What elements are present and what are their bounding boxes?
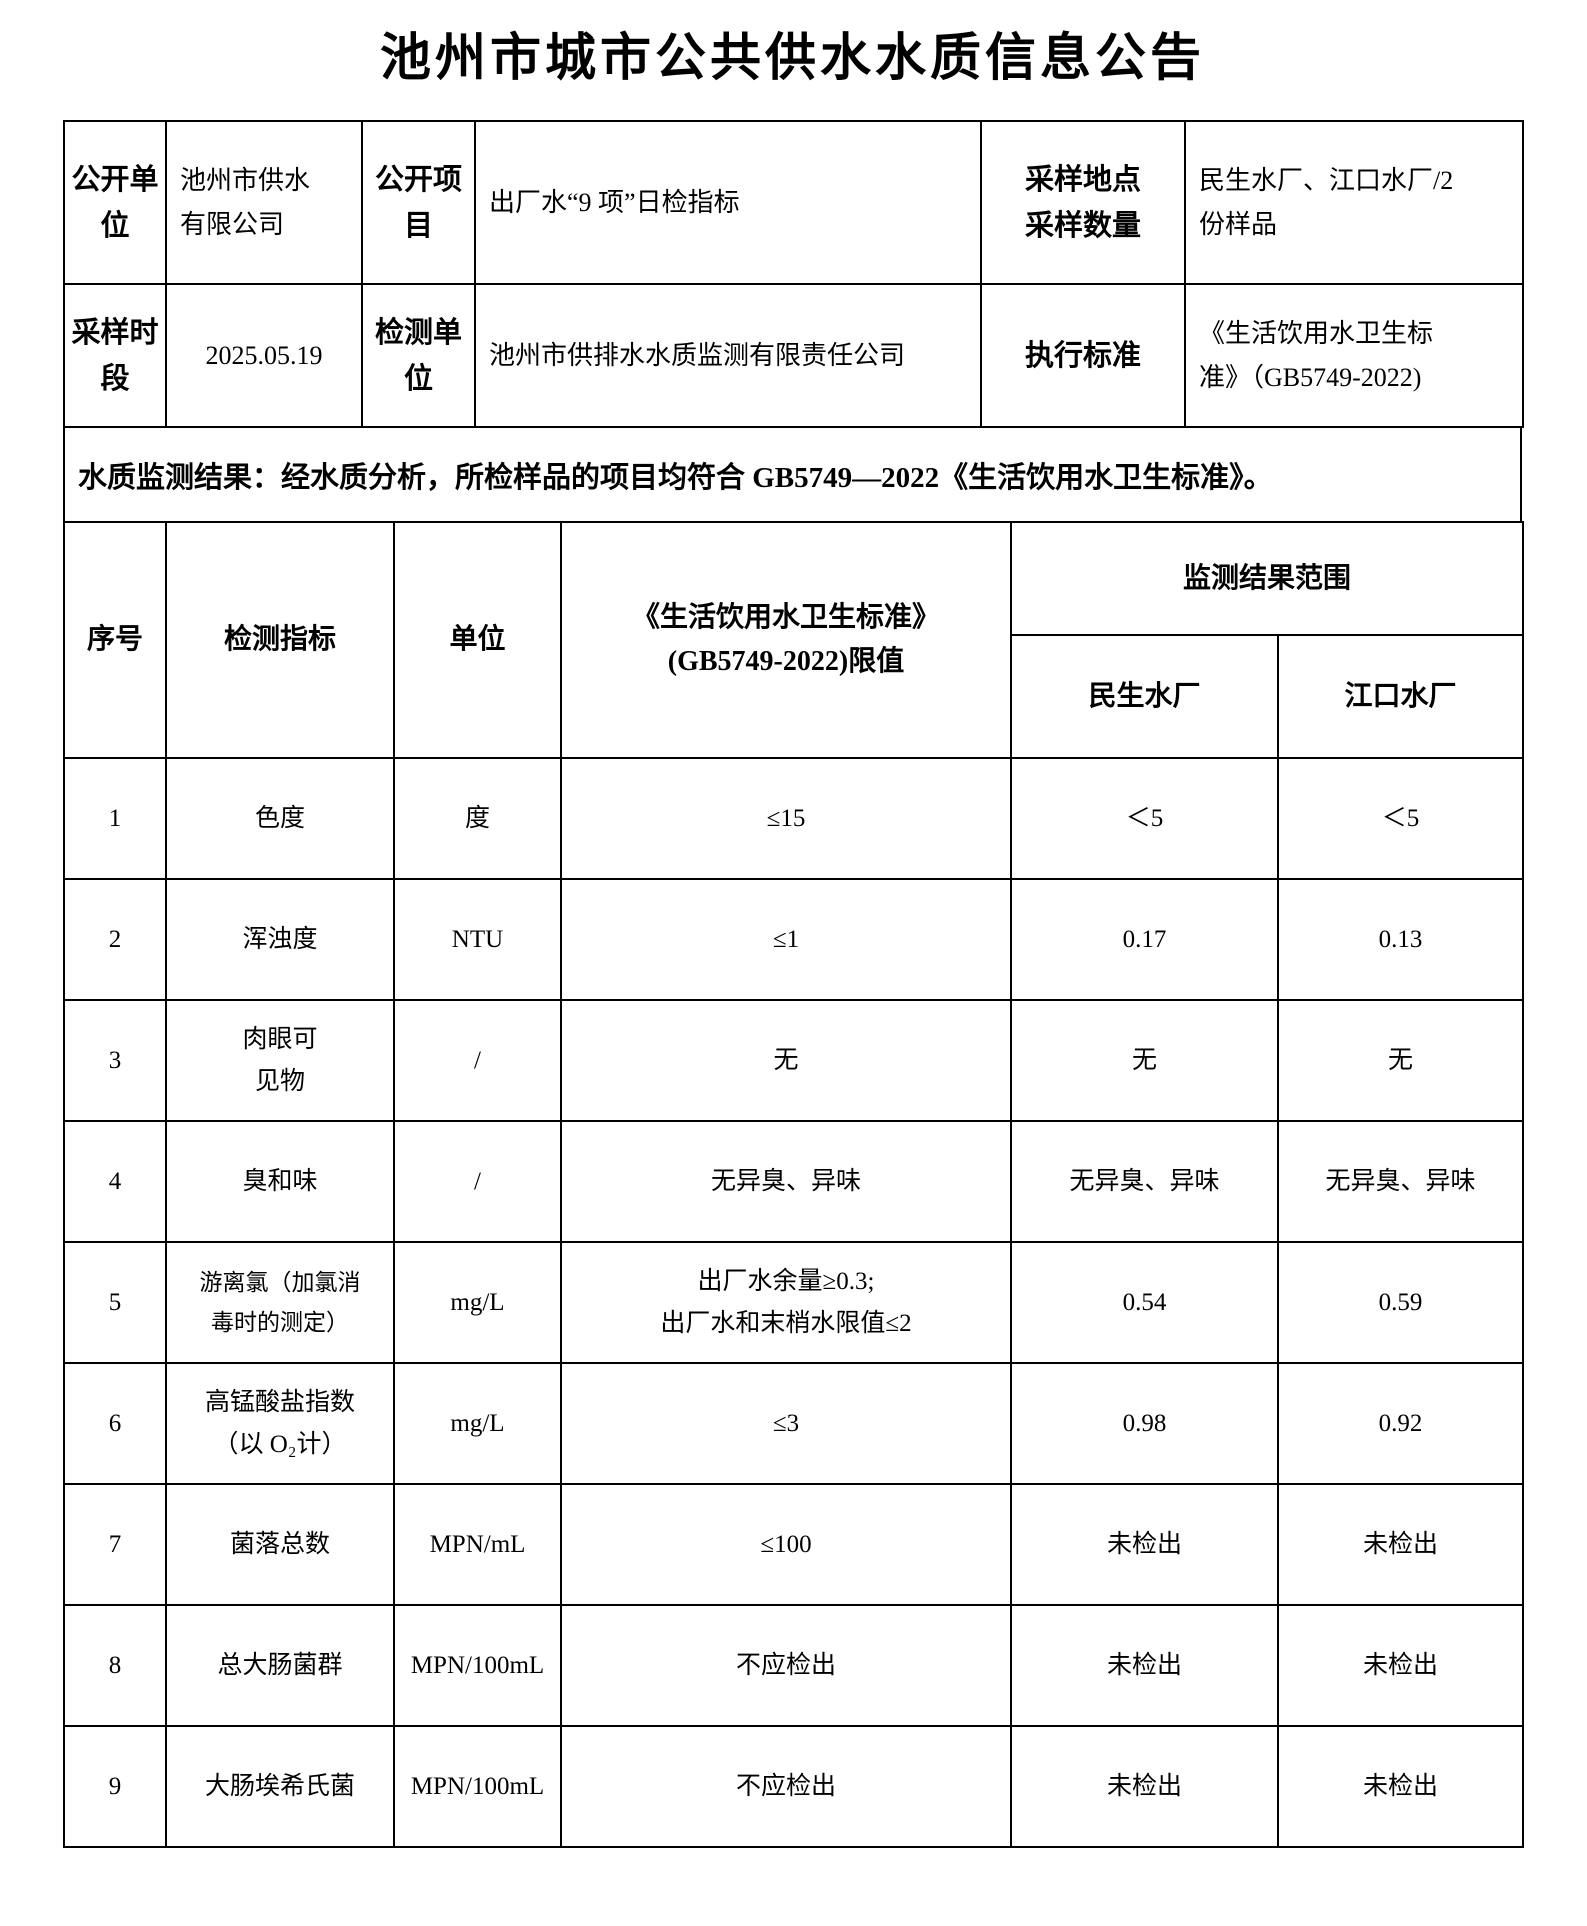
cell-jiangkou-result: 未检出	[1276, 1604, 1525, 1727]
cell-jiangkou-result: 0.59	[1276, 1241, 1525, 1364]
cell-minsheng-result: 无	[1010, 999, 1279, 1122]
cell-unit: MPN/mL	[393, 1483, 562, 1606]
col-header-limit: 《生活饮用水卫生标准》 (GB5749-2022)限值	[560, 521, 1012, 759]
col-header-minsheng-plant: 民生水厂	[1010, 634, 1279, 759]
table-row: 1 色度 度 ≤15 ＜5 ＜5	[63, 757, 1525, 880]
info-row-1: 公开单位 池州市供水 有限公司 公开项目 出厂水“9 项”日检指标 采样地点 采…	[63, 120, 1524, 285]
cell-minsheng-result: 0.98	[1010, 1362, 1279, 1485]
table-row: 9 大肠埃希氏菌 MPN/100mL 不应检出 未检出 未检出	[63, 1725, 1525, 1848]
cell-indicator: 高锰酸盐指数 （以 O₂计）	[165, 1362, 395, 1485]
info-row-2: 采样时段 2025.05.19 检测单位 池州市供排水水质监测有限责任公司 执行…	[63, 283, 1524, 428]
table-row: 2 浑浊度 NTU ≤1 0.17 0.13	[63, 878, 1525, 1001]
cell-no: 2	[63, 878, 167, 1001]
cell-minsheng-result: 未检出	[1010, 1604, 1279, 1727]
cell-jiangkou-result: 无	[1276, 999, 1525, 1122]
monitoring-result-statement: 水质监测结果：经水质分析，所检样品的项目均符合 GB5749—2022《生活饮用…	[63, 426, 1522, 523]
value-sampling-location-quantity: 民生水厂、江口水厂/2 份样品	[1184, 120, 1524, 285]
announcement-document: 池州市城市公共供水水质信息公告 公开单位 池州市供水 有限公司 公开项目 出厂水…	[63, 31, 1525, 1848]
value-sampling-period: 2025.05.19	[165, 283, 363, 428]
cell-jiangkou-result: 0.13	[1276, 878, 1525, 1001]
cell-jiangkou-result: ＜5	[1276, 757, 1525, 880]
cell-minsheng-result: 未检出	[1010, 1483, 1279, 1606]
table-row: 6 高锰酸盐指数 （以 O₂计） mg/L ≤3 0.98 0.92	[63, 1362, 1525, 1485]
cell-minsheng-result: 0.54	[1010, 1241, 1279, 1364]
results-table: 序号 检测指标 单位 《生活饮用水卫生标准》 (GB5749-2022)限值 监…	[63, 521, 1525, 1848]
cell-indicator: 游离氯（加氯消 毒时的测定）	[165, 1241, 395, 1364]
col-header-result-range: 监测结果范围	[1009, 521, 1525, 636]
cell-indicator: 菌落总数	[165, 1483, 395, 1606]
cell-jiangkou-result: 无异臭、异味	[1276, 1120, 1525, 1243]
cell-no: 6	[63, 1362, 167, 1485]
value-public-unit: 池州市供水 有限公司	[165, 120, 363, 285]
cell-unit: mg/L	[393, 1362, 562, 1485]
col-header-jiangkou-plant: 江口水厂	[1276, 634, 1525, 759]
label-sampling-location-quantity: 采样地点 采样数量	[980, 120, 1186, 285]
label-testing-agency: 检测单位	[361, 283, 476, 428]
cell-limit: 不应检出	[560, 1725, 1012, 1848]
info-table: 公开单位 池州市供水 有限公司 公开项目 出厂水“9 项”日检指标 采样地点 采…	[63, 120, 1524, 428]
cell-indicator: 浑浊度	[165, 878, 395, 1001]
cell-indicator: 大肠埃希氏菌	[165, 1725, 395, 1848]
table-row: 7 菌落总数 MPN/mL ≤100 未检出 未检出	[63, 1483, 1525, 1606]
label-sampling-period: 采样时段	[63, 283, 167, 428]
label-executive-standard: 执行标准	[980, 283, 1186, 428]
results-table-header: 序号 检测指标 单位 《生活饮用水卫生标准》 (GB5749-2022)限值 监…	[63, 521, 1525, 759]
cell-indicator: 总大肠菌群	[165, 1604, 395, 1727]
cell-minsheng-result: 0.17	[1010, 878, 1279, 1001]
cell-limit: ≤15	[560, 757, 1012, 880]
cell-jiangkou-result: 未检出	[1276, 1725, 1525, 1848]
cell-unit: MPN/100mL	[393, 1725, 562, 1848]
cell-unit: NTU	[393, 878, 562, 1001]
value-public-project: 出厂水“9 项”日检指标	[474, 120, 982, 285]
cell-limit: 不应检出	[560, 1604, 1012, 1727]
table-row: 4 臭和味 / 无异臭、异味 无异臭、异味 无异臭、异味	[63, 1120, 1525, 1243]
cell-no: 1	[63, 757, 167, 880]
header-row-2: 民生水厂 江口水厂	[64, 634, 1525, 759]
cell-no: 9	[63, 1725, 167, 1848]
cell-indicator: 色度	[165, 757, 395, 880]
table-row: 8 总大肠菌群 MPN/100mL 不应检出 未检出 未检出	[63, 1604, 1525, 1727]
col-header-unit: 单位	[393, 521, 562, 759]
table-row: 3 肉眼可 见物 / 无 无 无	[63, 999, 1525, 1122]
col-header-no: 序号	[63, 521, 167, 759]
cell-limit: 出厂水余量≥0.3; 出厂水和末梢水限值≤2	[560, 1241, 1012, 1364]
cell-jiangkou-result: 0.92	[1276, 1362, 1525, 1485]
cell-minsheng-result: ＜5	[1010, 757, 1279, 880]
cell-indicator: 臭和味	[165, 1120, 395, 1243]
label-public-unit: 公开单位	[63, 120, 167, 285]
label-public-project: 公开项目	[361, 120, 476, 285]
value-testing-agency: 池州市供排水水质监测有限责任公司	[474, 283, 982, 428]
cell-no: 5	[63, 1241, 167, 1364]
cell-limit: 无	[560, 999, 1012, 1122]
value-executive-standard: 《生活饮用水卫生标 准》（GB5749-2022)	[1184, 283, 1524, 428]
cell-limit: 无异臭、异味	[560, 1120, 1012, 1243]
cell-limit: ≤1	[560, 878, 1012, 1001]
cell-minsheng-result: 未检出	[1010, 1725, 1279, 1848]
cell-unit: /	[393, 999, 562, 1122]
cell-jiangkou-result: 未检出	[1276, 1483, 1525, 1606]
cell-limit: ≤3	[560, 1362, 1012, 1485]
cell-no: 3	[63, 999, 167, 1122]
col-header-indicator: 检测指标	[165, 521, 395, 759]
page-title: 池州市城市公共供水水质信息公告	[379, 31, 1205, 87]
cell-no: 4	[63, 1120, 167, 1243]
results-table-body: 1 色度 度 ≤15 ＜5 ＜5 2 浑浊度 NTU ≤1 0.17 0.13 …	[63, 757, 1525, 1848]
header-row-1: 序号 检测指标 单位 《生活饮用水卫生标准》 (GB5749-2022)限值 监…	[63, 521, 1525, 759]
cell-unit: 度	[393, 757, 562, 880]
cell-minsheng-result: 无异臭、异味	[1010, 1120, 1279, 1243]
cell-unit: mg/L	[393, 1241, 562, 1364]
cell-unit: /	[393, 1120, 562, 1243]
table-row: 5 游离氯（加氯消 毒时的测定） mg/L 出厂水余量≥0.3; 出厂水和末梢水…	[63, 1241, 1525, 1364]
cell-no: 7	[63, 1483, 167, 1606]
cell-no: 8	[63, 1604, 167, 1727]
cell-indicator: 肉眼可 见物	[165, 999, 395, 1122]
cell-unit: MPN/100mL	[393, 1604, 562, 1727]
cell-limit: ≤100	[560, 1483, 1012, 1606]
